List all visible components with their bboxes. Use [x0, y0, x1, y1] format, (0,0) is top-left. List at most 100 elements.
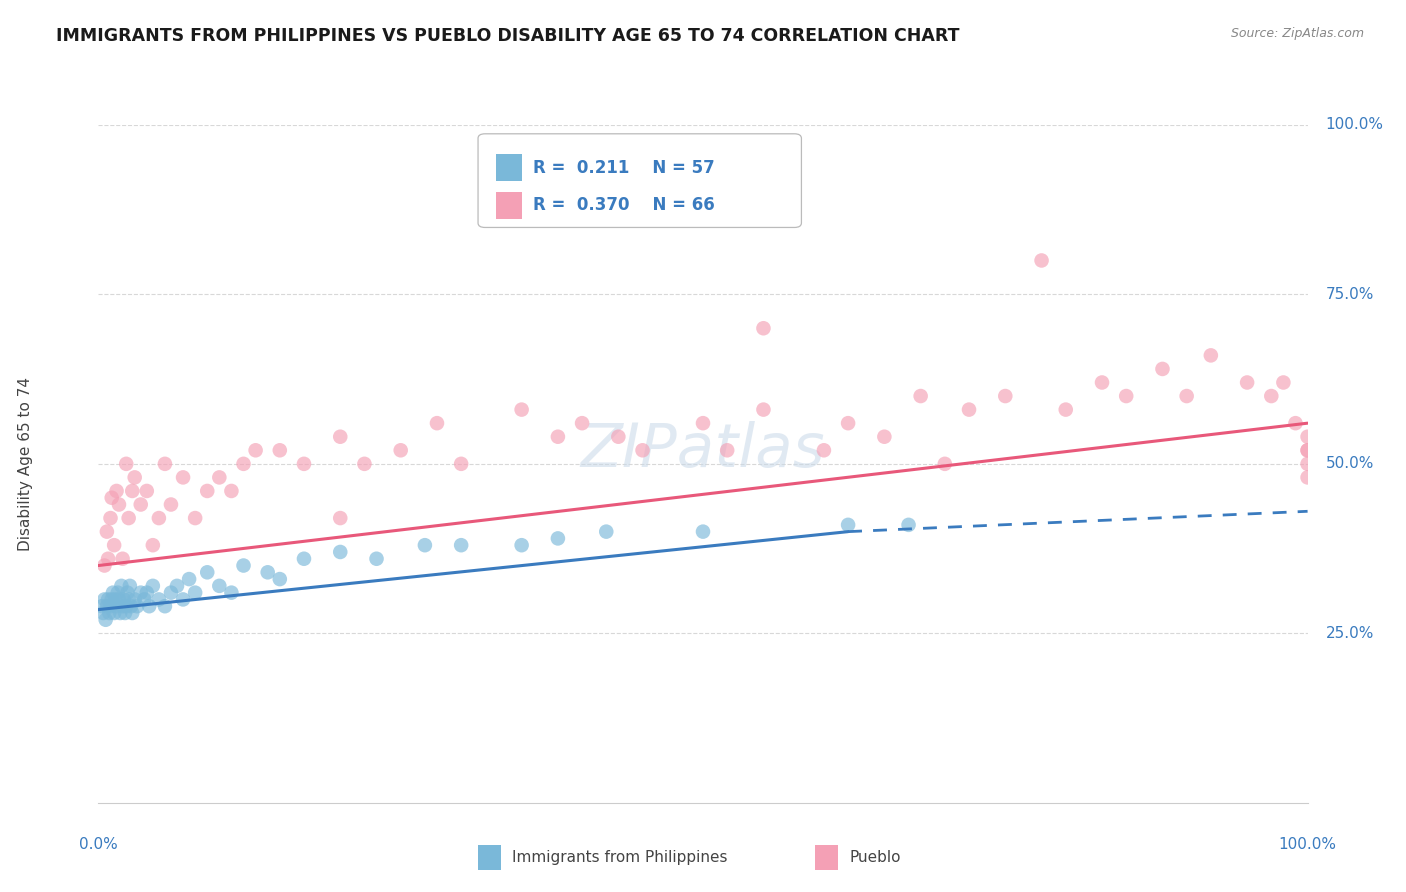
Point [108, 498, 131, 512]
Text: 50.0%: 50.0% [1326, 457, 1374, 471]
Point [105, 483, 128, 498]
Point [413, 538, 436, 552]
Point [91, 599, 114, 614]
Point [121, 606, 143, 620]
Point [172, 470, 194, 484]
Point [510, 402, 533, 417]
Point [1296, 430, 1319, 444]
Point [595, 524, 617, 539]
Point [142, 579, 165, 593]
Point [269, 572, 291, 586]
Point [366, 551, 388, 566]
Point [135, 483, 157, 498]
Point [135, 585, 157, 599]
Point [329, 545, 352, 559]
Point [716, 443, 738, 458]
Point [692, 524, 714, 539]
Point [1296, 457, 1319, 471]
Point [1296, 443, 1319, 458]
Point [105, 599, 128, 614]
Point [934, 457, 956, 471]
Point [134, 592, 156, 607]
Point [269, 443, 291, 458]
Point [91, 606, 114, 620]
Point [153, 457, 176, 471]
Point [897, 517, 920, 532]
Point [93, 592, 115, 607]
Point [607, 430, 630, 444]
Point [450, 457, 472, 471]
Point [1031, 253, 1053, 268]
Point [547, 430, 569, 444]
Point [101, 585, 124, 599]
Text: 25.0%: 25.0% [1326, 626, 1374, 640]
Point [631, 443, 654, 458]
Point [1296, 443, 1319, 458]
Point [118, 579, 141, 593]
Point [103, 606, 125, 620]
Point [221, 483, 243, 498]
Point [426, 416, 449, 430]
Point [389, 443, 412, 458]
Point [184, 585, 207, 599]
Point [1260, 389, 1282, 403]
Point [232, 558, 254, 573]
Text: Disability Age 65 to 74: Disability Age 65 to 74 [18, 376, 34, 551]
Point [692, 416, 714, 430]
Point [100, 592, 122, 607]
Point [107, 585, 129, 599]
Point [166, 579, 188, 593]
Point [1091, 376, 1114, 390]
Point [94, 613, 117, 627]
Point [124, 592, 146, 607]
Text: 100.0%: 100.0% [1326, 118, 1384, 132]
Text: R =  0.211    N = 57: R = 0.211 N = 57 [533, 159, 714, 177]
Text: 100.0%: 100.0% [1278, 837, 1337, 852]
Text: R =  0.370    N = 66: R = 0.370 N = 66 [533, 196, 714, 214]
Point [329, 511, 352, 525]
Point [1199, 348, 1222, 362]
Point [329, 430, 352, 444]
Point [837, 416, 859, 430]
Point [160, 585, 183, 599]
Point [256, 566, 278, 580]
Point [837, 517, 859, 532]
Point [118, 592, 141, 607]
Point [208, 470, 231, 484]
Point [221, 585, 243, 599]
Point [121, 483, 143, 498]
Point [100, 511, 122, 525]
Point [120, 599, 142, 614]
Point [208, 579, 231, 593]
Point [127, 599, 149, 614]
Point [752, 402, 775, 417]
Point [195, 566, 218, 580]
Point [1115, 389, 1137, 403]
Text: 75.0%: 75.0% [1326, 287, 1374, 301]
Text: Immigrants from Philippines: Immigrants from Philippines [512, 850, 727, 864]
Point [97, 551, 120, 566]
Point [172, 592, 194, 607]
Point [93, 558, 115, 573]
Point [873, 430, 896, 444]
Point [115, 599, 138, 614]
Point [108, 592, 131, 607]
Point [148, 592, 170, 607]
Point [571, 416, 593, 430]
Text: ZIPatlas: ZIPatlas [581, 421, 825, 480]
Point [910, 389, 932, 403]
Point [114, 606, 136, 620]
Point [104, 592, 127, 607]
Point [292, 457, 315, 471]
Text: Source: ZipAtlas.com: Source: ZipAtlas.com [1230, 27, 1364, 40]
Point [510, 538, 533, 552]
Point [112, 592, 135, 607]
Point [97, 592, 120, 607]
Point [153, 599, 176, 614]
Point [117, 585, 139, 599]
Point [96, 524, 118, 539]
Point [1296, 470, 1319, 484]
Point [1175, 389, 1198, 403]
Point [100, 491, 122, 505]
Point [353, 457, 375, 471]
